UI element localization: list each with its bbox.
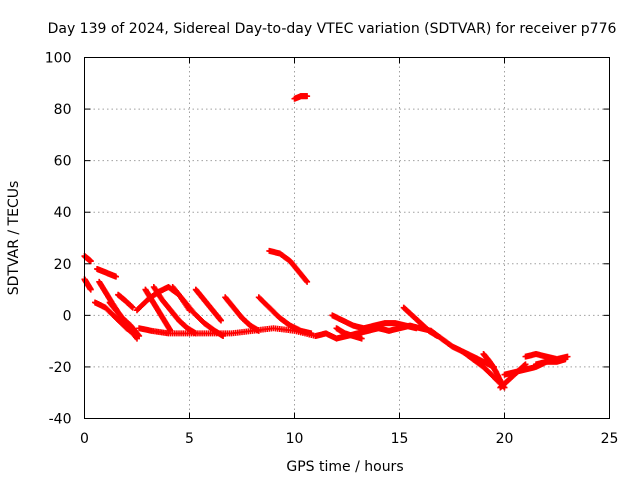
x-tick-label: 25 (601, 431, 619, 447)
data-point (186, 307, 193, 314)
data-point (220, 332, 227, 339)
data-point (136, 332, 143, 339)
data-point (413, 325, 420, 332)
data-point (113, 273, 119, 280)
series-arc-20 (333, 325, 365, 342)
series-arc-16 (266, 247, 311, 285)
x-tick-label: 5 (185, 431, 194, 447)
series-arc-15 (255, 294, 315, 337)
plot-frame (84, 57, 610, 419)
data-point (303, 277, 310, 284)
series-arc-14 (222, 294, 262, 334)
series-arc-03 (94, 265, 119, 280)
data-point (87, 258, 94, 265)
x-tick-label: 15 (391, 431, 409, 447)
data-point (218, 317, 224, 324)
y-tick-label: 20 (54, 257, 72, 273)
x-tick-label: 10 (286, 431, 304, 447)
y-tick-label: 60 (54, 154, 72, 170)
series-arc-07 (115, 291, 136, 311)
data-point (167, 327, 174, 334)
ticks-layer: 0 5 10 15 20 25 -40 -20 0 20 40 60 80 100 (45, 51, 619, 448)
series-arc-25 (497, 361, 529, 391)
series-arc-24 (480, 351, 506, 388)
y-tick-label: 40 (54, 205, 72, 221)
y-axis-label: SDTVAR / TECUs (6, 181, 22, 296)
data-point (562, 356, 569, 363)
data-point (522, 361, 529, 368)
chart-title: Day 139 of 2024, Sidereal Day-to-day VTE… (48, 21, 617, 37)
series-arc-28 (533, 356, 569, 368)
series-arc-12 (134, 283, 193, 314)
data-point (358, 335, 365, 342)
y-tick-label: 0 (63, 308, 72, 324)
data-point (135, 331, 142, 338)
series-arc-19 (329, 312, 420, 332)
series-arc-13 (192, 286, 224, 324)
data-point (87, 286, 94, 293)
y-tick-label: -40 (49, 412, 72, 428)
data-point (192, 330, 199, 337)
y-tick-label: -20 (49, 360, 72, 376)
grid-layer (84, 57, 610, 419)
data-point (304, 278, 311, 285)
x-tick-label: 0 (80, 431, 89, 447)
data-point (304, 93, 311, 100)
series-arc-17 (291, 93, 311, 102)
data-point (255, 327, 262, 334)
y-tick-label: 80 (54, 102, 72, 118)
series-arc-02 (81, 276, 94, 293)
series-arc-06 (106, 299, 143, 339)
x-tick-label: 20 (496, 431, 514, 447)
y-tick-label: 100 (45, 51, 72, 67)
series-arc-01 (81, 253, 94, 265)
marks-layer (81, 93, 571, 391)
x-axis-label: GPS time / hours (286, 459, 403, 475)
data-point (308, 330, 315, 337)
data-point (129, 304, 136, 311)
